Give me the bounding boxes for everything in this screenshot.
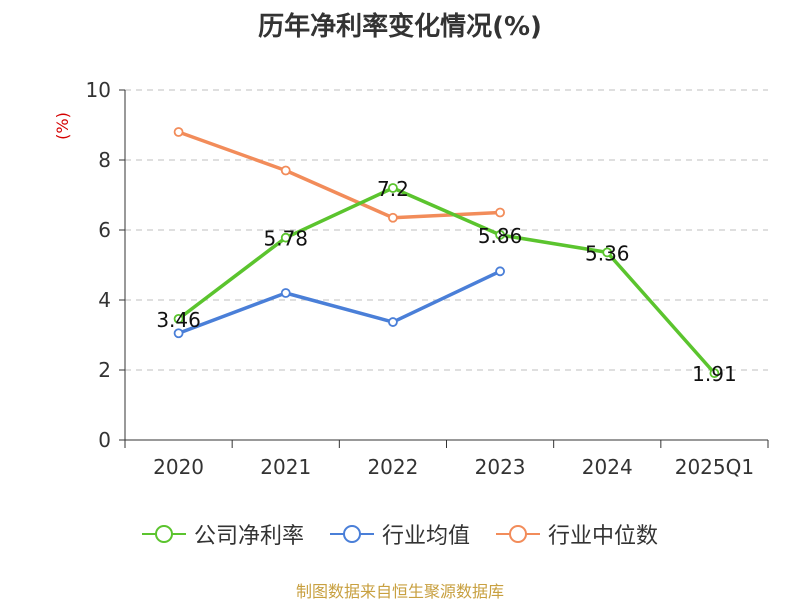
legend-item-industry-average[interactable]: 行业均值 <box>329 518 470 550</box>
x-tick-label: 2023 <box>475 455 526 479</box>
legend-label: 行业中位数 <box>548 524 659 549</box>
data-point <box>280 165 291 176</box>
source-note: 制图数据来自恒生聚源数据库 <box>295 582 504 601</box>
data-label: 3.46 <box>156 308 201 332</box>
data-point <box>388 212 398 223</box>
data-point <box>173 127 184 137</box>
y-tick-label: 10 <box>86 78 111 102</box>
chart-title: 历年净利率变化情况(%) <box>258 12 542 42</box>
y-tick-label: 8 <box>98 148 111 172</box>
legend-item-industry-median[interactable]: 行业中位数 <box>496 518 658 550</box>
series-line <box>177 186 716 375</box>
legend-line-marker-icon <box>496 525 540 543</box>
data-label: 5.78 <box>263 227 308 251</box>
data-point <box>388 183 398 193</box>
y-tick-label: 6 <box>98 218 111 242</box>
data-point <box>280 288 291 298</box>
y-tick-label: 4 <box>98 288 111 312</box>
legend-line-marker-icon <box>329 525 374 543</box>
legend-label: 行业均值 <box>381 524 470 549</box>
legend: 公司净利率 行业均值 行业中位数 <box>0 518 800 550</box>
x-tick-label: 2021 <box>260 455 311 479</box>
data-point <box>709 368 720 379</box>
data-point <box>173 328 184 339</box>
series-line <box>177 269 501 335</box>
data-label: 5.86 <box>478 224 523 248</box>
legend-label: 公司净利率 <box>193 524 304 549</box>
data-point <box>495 229 505 240</box>
data-point <box>173 313 184 324</box>
data-label: 5.36 <box>585 241 630 265</box>
data-point <box>388 317 398 327</box>
data-label: 1.91 <box>692 362 737 386</box>
y-tick-label: 0 <box>98 428 111 452</box>
x-tick-label: 2025Q1 <box>675 455 754 479</box>
data-label: 7.2 <box>377 177 409 201</box>
data-point <box>495 207 505 218</box>
x-tick-label: 2020 <box>153 455 204 479</box>
legend-line-marker-icon <box>141 525 186 543</box>
data-point <box>495 266 505 277</box>
legend-item-company-net-margin[interactable]: 公司净利率 <box>141 518 304 550</box>
x-tick-label: 2022 <box>367 455 418 479</box>
x-tick-label: 2024 <box>582 455 633 479</box>
data-point <box>280 232 291 243</box>
y-tick-label: 2 <box>98 358 111 382</box>
y-axis-label: (%) <box>53 112 72 140</box>
series-line <box>177 130 501 220</box>
data-point <box>602 247 613 258</box>
